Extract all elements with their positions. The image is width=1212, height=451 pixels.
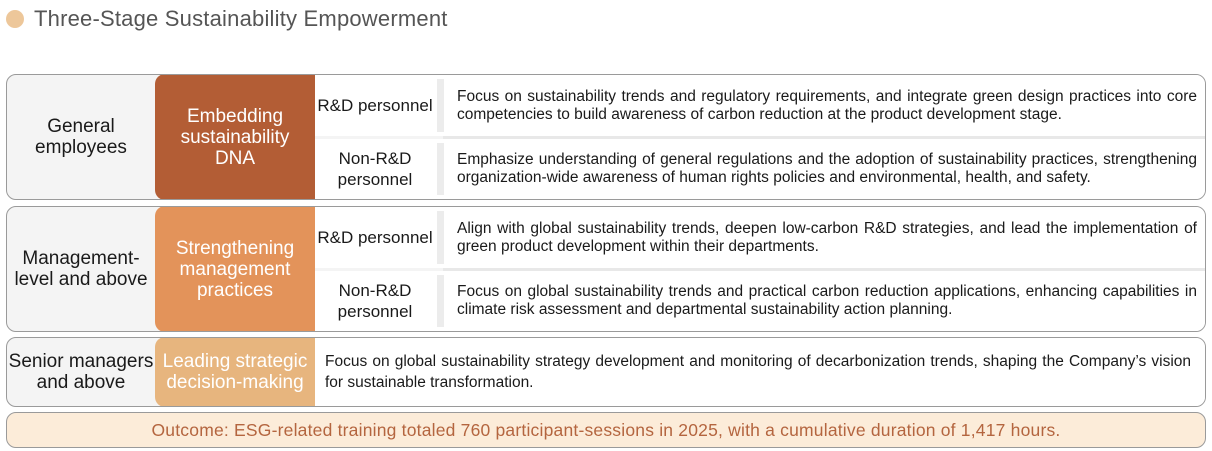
role-description: Focus on global sustainability trends an… (457, 283, 1197, 318)
role-description: Emphasize understanding of general regul… (457, 151, 1197, 186)
role-label: Non-R&D personnel (337, 281, 413, 321)
divider (437, 275, 444, 327)
role-row: R&D personnel Align with global sustaina… (315, 207, 1205, 268)
page-header: Three-Stage Sustainability Empowerment (6, 6, 448, 32)
stage-audience: General employees (35, 116, 127, 158)
stage-focus-box: Embedding sustainability DNA (155, 75, 315, 199)
stage-management-level: Management-level and above Strengthening… (6, 206, 1206, 332)
role-label: R&D personnel (317, 96, 433, 115)
role-row: Non-R&D personnel Focus on global sustai… (315, 271, 1205, 331)
role-label: R&D personnel (317, 228, 433, 247)
role-description: Focus on sustainability trends and regul… (457, 87, 1197, 123)
role-row: Non-R&D personnel Emphasize understandin… (315, 139, 1205, 199)
stage-audience: Management-level and above (14, 248, 148, 290)
role-row: R&D personnel Focus on sustainability tr… (315, 75, 1205, 136)
outcome-banner: Outcome: ESG-related training totaled 76… (6, 412, 1206, 448)
stage-description: Focus on global sustainability strategy … (315, 338, 1205, 406)
role-label: Non-R&D personnel (337, 149, 413, 189)
divider (437, 143, 444, 195)
role-description: Align with global sustainability trends,… (457, 219, 1197, 255)
bullet-dot-icon (6, 10, 24, 28)
divider (437, 211, 444, 264)
stage-audience: Senior managers and above (8, 351, 154, 393)
page-title: Three-Stage Sustainability Empowerment (34, 6, 448, 31)
stage-general-employees: General employees Embedding sustainabili… (6, 74, 1206, 200)
stage-senior-managers: Senior managers and above Leading strate… (6, 337, 1206, 407)
divider (437, 79, 444, 132)
stage-focus-box: Strengthening management practices (155, 207, 315, 331)
divider (443, 136, 1205, 139)
divider (443, 268, 1205, 271)
stage-focus-box: Leading strategic decision-making (155, 338, 315, 406)
